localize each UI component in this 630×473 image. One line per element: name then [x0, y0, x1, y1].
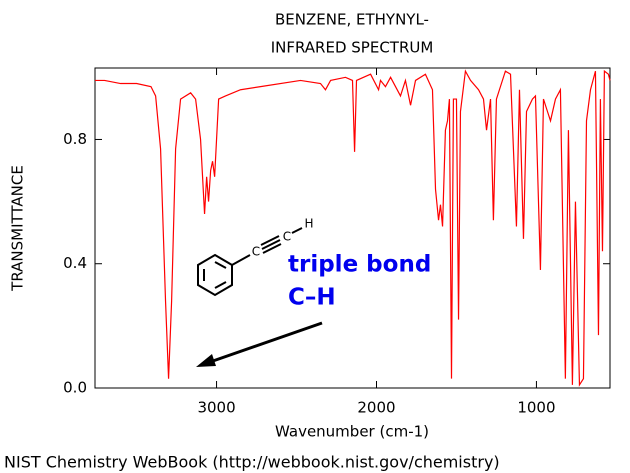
arrow-head: [196, 354, 216, 367]
x-axis-label: Wavenumber (cm-1): [275, 423, 429, 441]
annotation-text: triple bond: [288, 252, 431, 278]
arrow: [209, 321, 323, 364]
spectrum-line: [95, 69, 611, 387]
footer: NIST Chemistry WebBook (http://webbook.n…: [4, 453, 500, 472]
y-axis-label: TRANSMITTANCE: [9, 165, 27, 292]
annotation-text: C–H: [288, 285, 336, 311]
y-tick-label: 0.4: [63, 254, 87, 272]
atom-label: H: [304, 217, 313, 231]
y-tick-label: 0.8: [63, 130, 87, 148]
atom-label: C: [283, 230, 291, 244]
x-tick-label: 2000: [357, 399, 395, 417]
y-tick-label: 0.0: [63, 379, 87, 397]
chart-subtitle: INFRARED SPECTRUM: [271, 39, 434, 57]
x-tick-label: 1000: [517, 399, 555, 417]
chart-title: BENZENE, ETHYNYL-: [275, 11, 429, 29]
molecule: [197, 227, 303, 297]
x-tick-label: 3000: [197, 399, 235, 417]
plot-frame: [94, 67, 611, 389]
atom-label: C: [252, 245, 260, 259]
